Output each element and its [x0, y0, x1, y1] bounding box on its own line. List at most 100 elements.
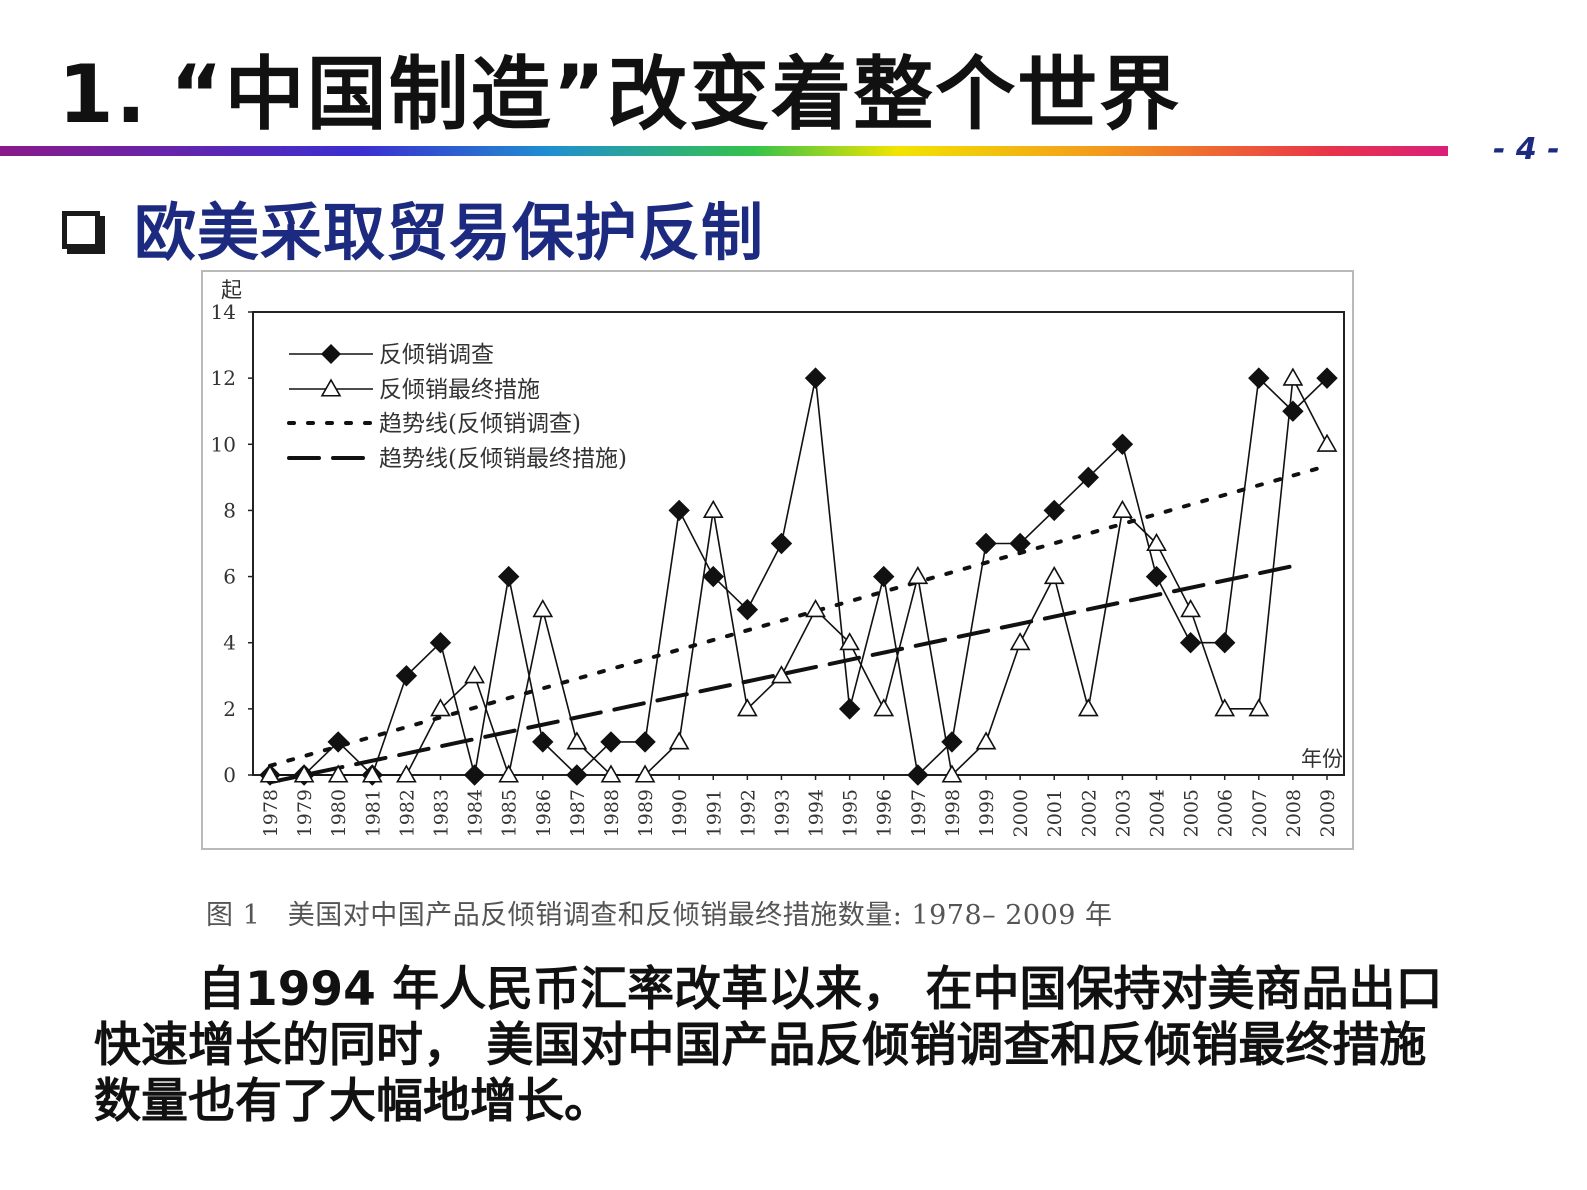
x-tick-label: 2004	[1147, 789, 1169, 837]
data-point-diamond	[566, 764, 588, 786]
slide-title: 1. “中国制造”改变着整个世界	[58, 30, 1181, 146]
x-axis-label: 年份	[1301, 747, 1343, 771]
data-point-triangle	[259, 764, 281, 783]
legend-label: 趋势线(反倾销最终措施)	[379, 446, 627, 472]
data-point-triangle	[1248, 698, 1270, 717]
line-chart: 0 2 4 6 8 10 12 14起 1978 1979 1980 1981 1982 1983 1984…	[211, 278, 1345, 837]
title-number: 1.	[58, 48, 149, 141]
data-point-triangle	[532, 599, 554, 618]
data-point-diamond	[1009, 532, 1031, 555]
x-tick-label: 1989	[635, 789, 657, 837]
data-point-diamond	[395, 665, 418, 687]
data-point-triangle	[1214, 698, 1236, 717]
legend-label: 趋势线(反倾销调查)	[379, 411, 581, 437]
figure-caption: 图 1 美国对中国产品反倾销调查和反倾销最终措施数量: 1978– 2009 年	[206, 900, 1113, 931]
data-point-diamond	[907, 764, 929, 786]
data-point-triangle	[361, 764, 383, 783]
x-tick-label: 2009	[1317, 789, 1339, 837]
title-text: “中国制造”改变着整个世界	[170, 48, 1182, 141]
data-point-diamond	[1077, 466, 1100, 489]
x-tick-label: 2002	[1078, 789, 1100, 837]
legend-label: 反倾销最终措施	[379, 377, 540, 403]
x-tick-label: 1984	[465, 789, 487, 837]
data-point-triangle	[600, 764, 622, 783]
y-tick-label: 12	[211, 366, 236, 390]
data-point-triangle	[327, 764, 349, 783]
data-point-triangle	[805, 599, 826, 618]
data-point-triangle	[634, 764, 656, 783]
data-point-triangle	[975, 731, 997, 750]
data-point-triangle	[430, 698, 451, 717]
y-tick-label: 6	[223, 565, 236, 589]
x-tick-label: 1996	[874, 789, 896, 837]
data-point-diamond	[1179, 632, 1202, 654]
x-tick-label: 1987	[567, 789, 589, 837]
page-number: - 4 -	[1493, 132, 1560, 167]
data-point-diamond	[804, 367, 827, 389]
x-tick-label: 1978	[260, 789, 282, 837]
data-point-triangle	[771, 665, 792, 684]
data-point-diamond	[1316, 367, 1338, 389]
data-point-diamond	[702, 565, 724, 588]
y-tick-label: 8	[223, 498, 236, 522]
x-tick-label: 1993	[771, 789, 793, 837]
data-point-diamond	[497, 565, 520, 588]
rainbow-divider	[0, 146, 1448, 156]
data-point-triangle	[1077, 698, 1099, 717]
data-point-triangle	[1009, 632, 1031, 651]
data-point-diamond	[327, 731, 349, 753]
y-tick-label: 4	[223, 631, 236, 655]
data-point-diamond	[975, 532, 997, 555]
data-point-diamond	[1248, 367, 1270, 389]
x-tick-label: 2003	[1112, 789, 1134, 837]
y-tick-label: 0	[223, 763, 236, 787]
trend-line	[268, 463, 1329, 768]
x-tick-label: 1997	[908, 789, 930, 837]
data-point-triangle	[464, 665, 485, 684]
data-point-triangle	[702, 499, 724, 518]
subtitle-text: 欧美采取贸易保护反制	[134, 196, 765, 269]
data-point-diamond	[1145, 565, 1168, 588]
x-tick-label: 1983	[430, 789, 452, 837]
checkbox-icon	[62, 211, 100, 249]
data-point-diamond	[1043, 499, 1065, 522]
data-point-triangle	[1316, 433, 1338, 452]
data-point-diamond	[1214, 632, 1236, 654]
x-tick-label: 2005	[1181, 789, 1203, 837]
data-point-triangle	[1180, 599, 1201, 618]
y-axis-label: 起	[221, 278, 242, 302]
x-tick-label: 2001	[1044, 789, 1066, 837]
legend-marker-triangle	[320, 378, 342, 397]
x-tick-label: 1981	[362, 789, 384, 837]
legend-marker-diamond	[321, 344, 341, 364]
data-point-triangle	[1146, 532, 1167, 552]
data-point-diamond	[600, 731, 622, 753]
x-tick-label: 1986	[533, 789, 555, 837]
data-point-diamond	[634, 731, 656, 753]
data-point-triangle	[1112, 499, 1133, 518]
data-point-triangle	[498, 764, 520, 783]
data-point-triangle	[941, 764, 963, 783]
x-tick-label: 2006	[1215, 789, 1237, 837]
data-point-diamond	[429, 632, 452, 654]
series-line	[270, 375, 1328, 779]
x-tick-label: 2008	[1283, 789, 1305, 837]
subtitle: 欧美采取贸易保护反制	[62, 182, 764, 272]
data-point-diamond	[770, 532, 793, 555]
x-tick-label: 1982	[396, 789, 418, 837]
x-tick-label: 1995	[840, 789, 862, 837]
data-point-diamond	[532, 731, 554, 753]
x-tick-label: 1988	[601, 789, 623, 837]
data-point-triangle	[668, 731, 690, 750]
data-point-diamond	[1111, 433, 1134, 455]
data-point-triangle	[293, 764, 315, 783]
data-point-diamond	[668, 499, 690, 522]
data-point-triangle	[396, 764, 417, 783]
data-point-triangle	[839, 632, 861, 651]
x-tick-label: 1998	[942, 789, 964, 837]
data-point-triangle	[736, 698, 758, 717]
data-point-diamond	[1282, 400, 1304, 422]
x-tick-label: 1994	[806, 789, 828, 837]
x-tick-label: 1999	[976, 789, 998, 837]
x-tick-label: 1991	[703, 789, 725, 837]
